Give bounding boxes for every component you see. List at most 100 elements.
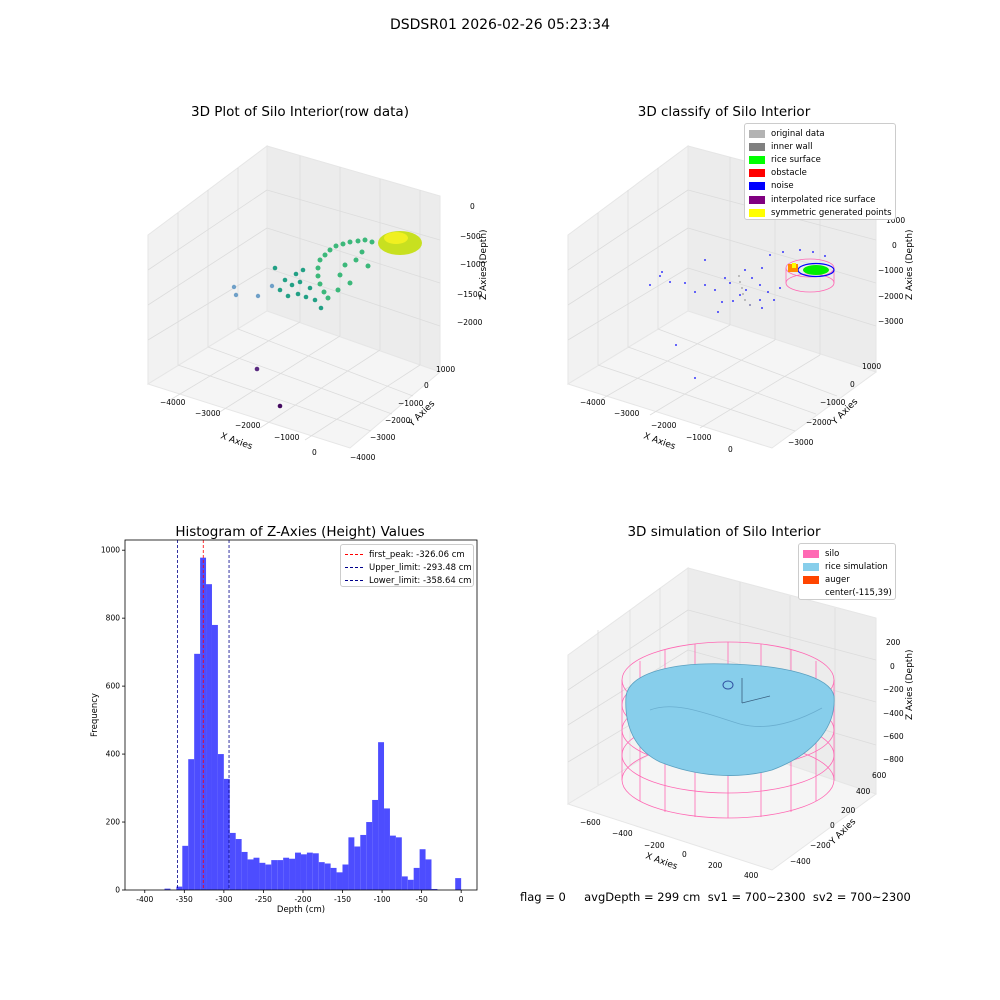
x-tick-label: -150 [334, 895, 351, 904]
legend-swatch [749, 195, 765, 204]
histogram-bar [223, 778, 230, 890]
legend-swatch [749, 208, 765, 217]
raw-ytick: −1000 [398, 399, 424, 408]
histogram-xlabel: Depth (cm) [277, 905, 325, 915]
legend-label: inner wall [771, 141, 813, 152]
histogram-bar [372, 799, 379, 890]
simulation-ztick: 0 [890, 662, 895, 671]
legend-label: Lower_limit: -358.64 cm [369, 575, 472, 586]
histogram-bar [378, 742, 385, 890]
simulation-ztick: −400 [883, 709, 904, 718]
legend-item: rice surface [749, 153, 891, 166]
histogram-bar [289, 858, 296, 890]
legend-label: symmetric generated points [771, 207, 892, 218]
raw-xtick: −2000 [235, 421, 261, 430]
histogram-yticks: 0 200 400 600 800 1000 [101, 546, 125, 895]
histogram-bar [253, 857, 260, 890]
histogram-bar [389, 835, 396, 890]
classify-ytick: −3000 [788, 438, 814, 447]
legend-swatch [749, 182, 765, 191]
histogram-bar [194, 653, 201, 890]
x-tick-label: -200 [294, 895, 311, 904]
y-tick-label: 600 [106, 682, 121, 691]
histogram-bar [283, 857, 290, 890]
histogram-bar [206, 584, 212, 890]
histogram-bar [360, 834, 367, 890]
histogram-bar [312, 853, 319, 890]
classify-xtick: −2000 [651, 421, 677, 430]
raw-xtick: −1000 [274, 433, 300, 442]
rice-simulation-surface [625, 663, 835, 776]
histogram-bar [277, 860, 284, 890]
simulation-ytick: 200 [841, 806, 856, 815]
classify-ytick: −2000 [806, 418, 832, 427]
x-tick-label: 0 [459, 895, 464, 904]
simulation-plot-title: 3D simulation of Silo Interior [627, 524, 821, 540]
legend-line [345, 580, 363, 582]
legend-label: rice surface [771, 154, 821, 165]
histogram-bar [259, 862, 266, 890]
classify-ztick: −3000 [878, 317, 904, 326]
histogram-bars [164, 557, 462, 890]
simulation-xtick: 200 [708, 861, 723, 870]
simulation-ztick: −800 [883, 755, 904, 764]
x-tick-label: -250 [255, 895, 272, 904]
legend-line [345, 567, 363, 569]
legend-label: Upper_limit: -293.48 cm [369, 562, 472, 573]
classify-ztick: −2000 [878, 292, 904, 301]
histogram-bar [455, 878, 462, 890]
histogram-bar [300, 854, 307, 890]
raw-axes-panes [146, 145, 441, 449]
x-tick-label: -50 [416, 895, 428, 904]
classify-points [649, 249, 835, 379]
status-footer: flag = 0 avgDepth = 299 cm sv1 = 700~230… [520, 890, 911, 904]
histogram-bar [366, 822, 373, 890]
raw-ztick: −500 [460, 232, 481, 241]
classify-xtick: 0 [728, 445, 733, 454]
legend-item: interpolated rice surface [749, 193, 891, 206]
y-tick-label: 400 [106, 750, 121, 759]
histogram-chart: -400 -350 -300 -250 -200 -150 -100 -50 0 0 200 400… [90, 539, 478, 915]
classify-3d-plot: −4000 −3000 −2000 −1000 0 −3000 −2000 −1… [566, 145, 915, 454]
simulation-ztick: 200 [886, 638, 901, 647]
raw-zlabel: Z Axies (Depth) [479, 229, 489, 300]
simulation-xtick: 0 [682, 850, 687, 859]
histogram-bar [271, 860, 278, 890]
simulation-ytick: −400 [790, 857, 811, 866]
simulation-xtick: −600 [580, 818, 601, 827]
histogram-bar [431, 888, 438, 890]
legend-item: rice simulation [803, 560, 891, 573]
simulation-ytick: −200 [810, 841, 831, 850]
simulation-xtick: 400 [744, 871, 759, 880]
raw-ztick: −1000 [460, 260, 486, 269]
raw-ztick: −1500 [457, 290, 483, 299]
histogram-bar [306, 852, 313, 890]
legend-item: center(-115,39) [803, 587, 892, 600]
histogram-bar [265, 864, 272, 890]
classify-ztick: −1000 [878, 266, 904, 275]
simulation-ztick: −600 [883, 732, 904, 741]
histogram-ylabel: Frequency [90, 693, 100, 737]
legend-item: first_peak: -326.06 cm [345, 548, 469, 561]
legend-swatch [803, 549, 819, 558]
raw-ztick: −2000 [457, 318, 483, 327]
y-tick-label: 0 [115, 886, 120, 895]
raw-plot-title: 3D Plot of Silo Interior(row data) [191, 104, 409, 120]
classify-grid [567, 157, 877, 432]
histogram-bar [425, 859, 432, 890]
legend-swatch [803, 562, 819, 571]
legend-item: auger [803, 573, 891, 586]
histogram-title: Histogram of Z-Axies (Height) Values [175, 524, 425, 540]
histogram-bar [413, 867, 420, 890]
legend-label: first_peak: -326.06 cm [369, 549, 465, 560]
classify-ytick: −1000 [820, 398, 846, 407]
simulation-zlabel: Z Axies (Depth) [905, 649, 915, 720]
histogram-bar [188, 759, 195, 890]
histogram-bar [324, 863, 331, 890]
histogram-bar [336, 872, 343, 890]
histogram-bar [295, 852, 301, 890]
raw-points [231, 231, 422, 409]
classify-ytick: 1000 [862, 362, 881, 371]
histogram-bar [384, 808, 390, 890]
histogram-bar [176, 886, 183, 890]
